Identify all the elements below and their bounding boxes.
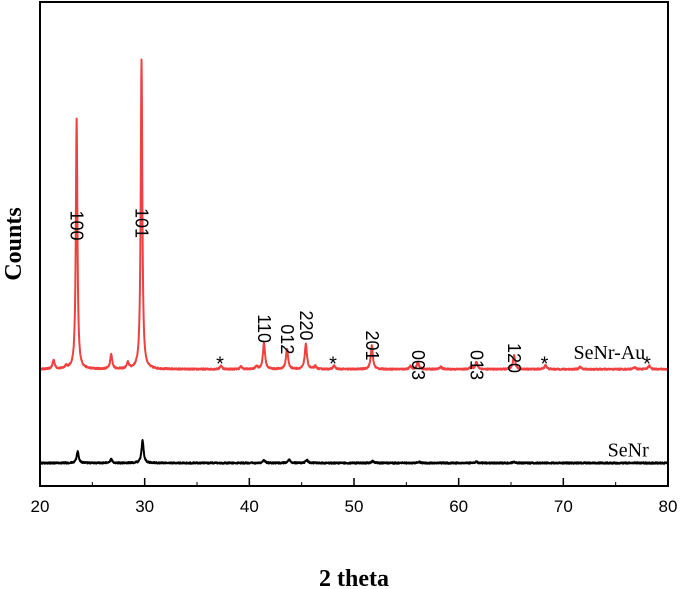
x-tick-label: 20 bbox=[31, 497, 50, 516]
peak-label: 101 bbox=[132, 208, 152, 238]
peak-label: 003 bbox=[408, 350, 428, 380]
series-group bbox=[39, 58, 669, 465]
x-axis-title: 2 theta bbox=[319, 566, 389, 589]
x-axis: 20 30 40 50 60 70 80 bbox=[31, 478, 678, 516]
series-label: SeNr-Au bbox=[573, 342, 645, 364]
x-tick-label: 50 bbox=[345, 497, 364, 516]
x-tick-label: 70 bbox=[554, 497, 573, 516]
plot-frame bbox=[39, 1, 669, 487]
peak-label: 201 bbox=[362, 331, 382, 361]
impurity-marker: * bbox=[216, 354, 224, 376]
impurity-marker: * bbox=[541, 354, 549, 376]
peak-label: 110 bbox=[254, 314, 274, 343]
series-line-senr bbox=[39, 439, 669, 465]
series-line-senr-au bbox=[39, 58, 669, 371]
series-label: SeNr bbox=[608, 439, 649, 461]
impurity-marker: * bbox=[643, 354, 651, 376]
x-tick-label: 60 bbox=[449, 497, 468, 516]
x-tick-label: 40 bbox=[240, 497, 259, 516]
peak-label: 100 bbox=[67, 211, 87, 241]
peak-label: 013 bbox=[467, 350, 487, 380]
impurity-marker: * bbox=[329, 354, 337, 376]
peak-label: 120 bbox=[504, 343, 524, 373]
peak-label: 220 bbox=[296, 311, 316, 341]
x-tick-label: 80 bbox=[659, 497, 678, 516]
x-tick-label: 30 bbox=[135, 497, 154, 516]
y-axis-title: Counts bbox=[1, 207, 27, 280]
peak-label: 012 bbox=[277, 324, 297, 354]
